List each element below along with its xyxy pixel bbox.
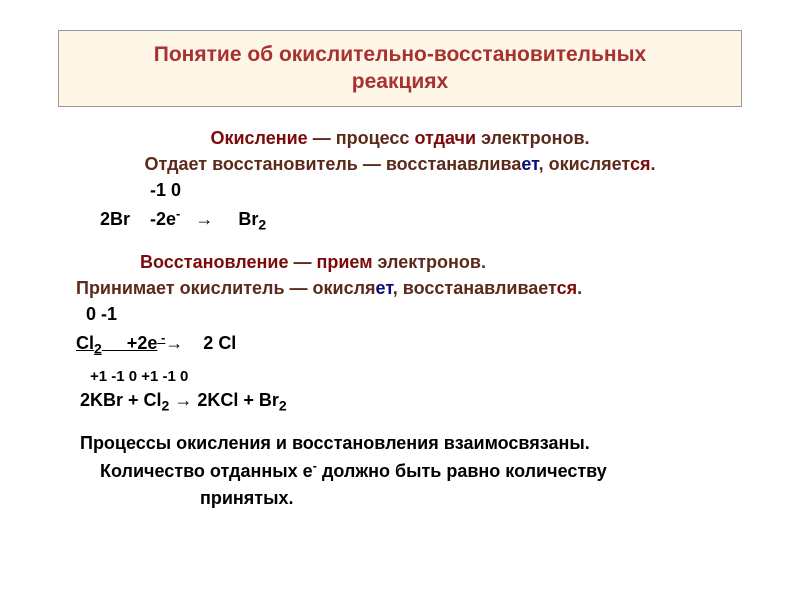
def1-p2: — процесс bbox=[308, 128, 415, 148]
eq3b: → 2KCl + Br bbox=[169, 390, 279, 410]
def2-line2: Принимает окислитель — окисляет, восстан… bbox=[40, 277, 760, 300]
footer2: Количество отданных е- должно быть равно… bbox=[40, 458, 760, 483]
title-line2: реакциях bbox=[71, 68, 729, 95]
eq3: 2KBr + Cl2 → 2KCl + Br2 bbox=[40, 389, 760, 415]
eq1-oxstates: -1 0 bbox=[40, 179, 760, 202]
eq1sub: 2 bbox=[258, 216, 266, 232]
eq2a: Cl bbox=[76, 333, 94, 353]
def1-p4: электронов. bbox=[476, 128, 589, 148]
d2l2e: . bbox=[577, 278, 582, 298]
def2-p3: прием bbox=[316, 252, 372, 272]
d1l2b: ет bbox=[521, 154, 538, 174]
spacer3 bbox=[40, 418, 760, 432]
title-box: Понятие об окислительно-восстановительны… bbox=[58, 30, 742, 107]
eq3bs: 2 bbox=[279, 398, 287, 414]
f2a: Количество отданных е bbox=[100, 461, 313, 481]
d1l2e: . bbox=[650, 154, 655, 174]
def-oxidation: Окисление — процесс отдачи электронов. bbox=[40, 127, 760, 150]
d2l2c: , восстанавливает bbox=[393, 278, 557, 298]
eq2: Cl2 +2e -→ 2 Cl bbox=[40, 330, 760, 358]
d2l2d: ся bbox=[557, 278, 578, 298]
eq1: 2Br -2e- → Br2 bbox=[40, 206, 760, 234]
eq1a: 2Br -2e bbox=[100, 209, 176, 229]
d2l2a: Принимает окислитель — окисля bbox=[76, 278, 376, 298]
eq2-oxstates: 0 -1 bbox=[40, 303, 760, 326]
def2-p1: Восстановление bbox=[140, 252, 288, 272]
def2-p2: — bbox=[288, 252, 316, 272]
d1l2c: , окисляет bbox=[539, 154, 630, 174]
d1l2d: ся bbox=[630, 154, 651, 174]
d2l2b: ет bbox=[376, 278, 393, 298]
eq3a: 2KBr + Cl bbox=[80, 390, 162, 410]
eq2b: +2e bbox=[102, 333, 158, 353]
eq2c: → 2 Cl bbox=[165, 333, 236, 353]
spacer1 bbox=[40, 237, 760, 251]
eq3-oxstates: +1 -1 0 +1 -1 0 bbox=[40, 367, 760, 387]
def-reduction: Восстановление — прием электронов. bbox=[40, 251, 760, 274]
title-line1: Понятие об окислительно-восстановительны… bbox=[71, 41, 729, 68]
f2b: должно быть равно количеству bbox=[317, 461, 607, 481]
d1l2a: Отдает восстановитель — восстанавлива bbox=[144, 154, 521, 174]
eq1b: → Br bbox=[180, 209, 258, 229]
def1-p3: отдачи bbox=[414, 128, 476, 148]
eq2as: 2 bbox=[94, 340, 102, 356]
footer1: Процессы окисления и восстановления взаи… bbox=[40, 432, 760, 455]
footer3: принятых. bbox=[40, 487, 760, 510]
def1-p1: Окисление bbox=[210, 128, 307, 148]
slide: Понятие об окислительно-восстановительны… bbox=[0, 0, 800, 533]
def1-line2: Отдает восстановитель — восстанавливает,… bbox=[40, 153, 760, 176]
def2-p4: электронов. bbox=[373, 252, 486, 272]
